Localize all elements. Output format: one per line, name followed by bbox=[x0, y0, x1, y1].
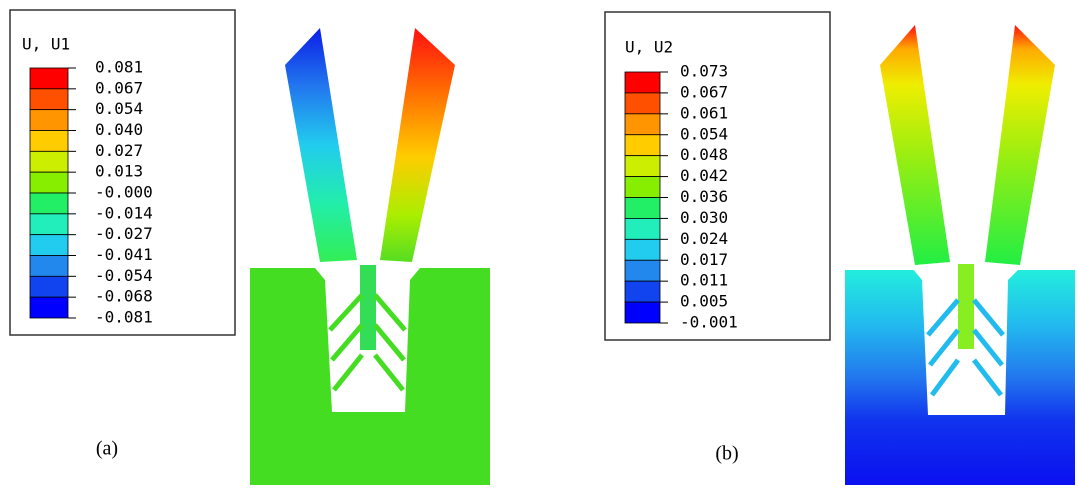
left-arm bbox=[880, 25, 950, 265]
legend-bin bbox=[30, 256, 68, 277]
legend-label: 0.013 bbox=[95, 162, 143, 181]
legend-label: -0.014 bbox=[95, 203, 153, 222]
legend-label: -0.000 bbox=[95, 183, 153, 202]
legend-bin bbox=[30, 89, 68, 110]
legend-label: 0.067 bbox=[95, 78, 143, 97]
legend-label: -0.041 bbox=[95, 245, 153, 264]
legend-label: -0.027 bbox=[95, 224, 153, 243]
legend-bin bbox=[625, 302, 660, 323]
legend-label: 0.048 bbox=[680, 145, 728, 164]
legend-label: -0.081 bbox=[95, 308, 153, 327]
legend-bin bbox=[625, 156, 660, 177]
legend-label: 0.067 bbox=[680, 82, 728, 101]
legend-label: 0.036 bbox=[680, 187, 728, 206]
legend-label: 0.054 bbox=[680, 124, 728, 143]
legend-label: -0.001 bbox=[680, 313, 738, 332]
legend-label: 0.030 bbox=[680, 208, 728, 227]
legend-bin bbox=[30, 297, 68, 318]
right-arm bbox=[985, 25, 1055, 265]
legend-label: -0.068 bbox=[95, 287, 153, 306]
legend-bin bbox=[625, 281, 660, 302]
legend-label: 0.040 bbox=[95, 120, 143, 139]
legend-title: U, U1 bbox=[22, 35, 70, 54]
legend-bin bbox=[625, 177, 660, 198]
legend-bin bbox=[30, 172, 68, 193]
legend-label: 0.005 bbox=[680, 292, 728, 311]
figure: U, U10.0810.0670.0540.0400.0270.013-0.00… bbox=[0, 0, 1078, 488]
legend-label: 0.024 bbox=[680, 229, 728, 248]
caption: (b) bbox=[715, 443, 738, 465]
legend-bin bbox=[30, 151, 68, 172]
stem bbox=[958, 264, 974, 349]
legend-bin bbox=[30, 110, 68, 131]
legend-bin bbox=[30, 131, 68, 152]
legend-label: 0.042 bbox=[680, 166, 728, 185]
legend-bin bbox=[30, 214, 68, 235]
legend-label: 0.054 bbox=[95, 99, 143, 118]
legend-bin bbox=[625, 260, 660, 281]
legend-label: 0.027 bbox=[95, 141, 143, 160]
legend-bin bbox=[30, 68, 68, 89]
legend-bin bbox=[625, 135, 660, 156]
legend-label: 0.011 bbox=[680, 271, 728, 290]
legend-label: -0.054 bbox=[95, 266, 153, 285]
legend-label: 0.081 bbox=[95, 58, 143, 77]
legend-bin bbox=[625, 72, 660, 93]
legend-bin bbox=[30, 276, 68, 297]
caption: (a) bbox=[96, 438, 118, 460]
legend-bin bbox=[625, 93, 660, 114]
legend-bin bbox=[30, 235, 68, 256]
legend-bin bbox=[30, 193, 68, 214]
left-arm bbox=[285, 28, 357, 262]
legend-bin bbox=[625, 114, 660, 135]
legend-title: U, U2 bbox=[625, 38, 673, 57]
legend-label: 0.017 bbox=[680, 250, 728, 269]
legend-bin bbox=[625, 218, 660, 239]
legend-bin bbox=[625, 198, 660, 219]
legend-label: 0.073 bbox=[680, 62, 728, 81]
stem bbox=[360, 265, 376, 350]
legend-bin bbox=[625, 239, 660, 260]
legend-label: 0.061 bbox=[680, 103, 728, 122]
right-arm bbox=[380, 28, 455, 262]
